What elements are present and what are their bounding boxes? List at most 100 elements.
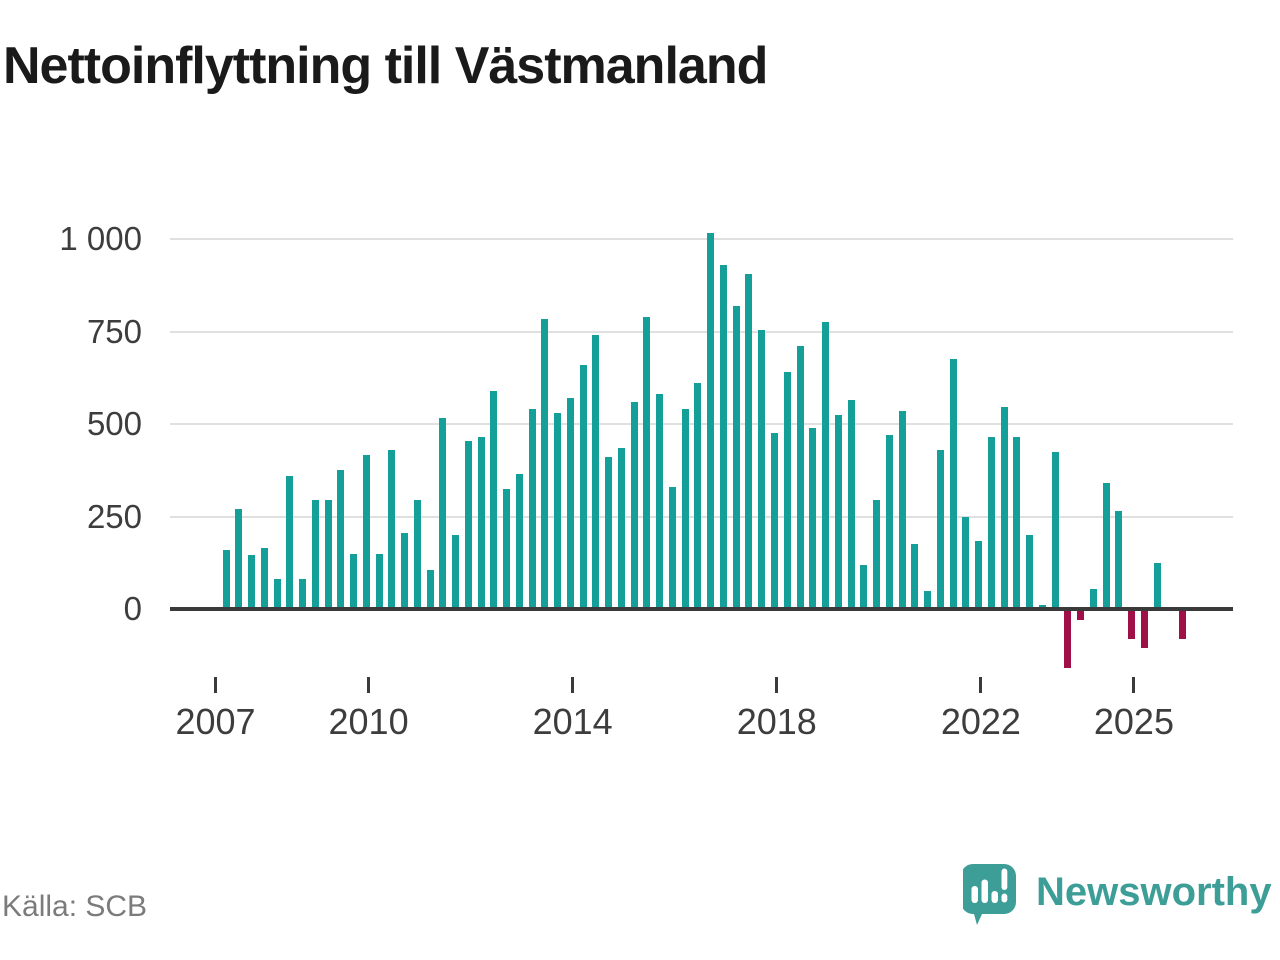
bar-2025Q1: [1140, 609, 1148, 648]
bar-2022Q3: [1013, 436, 1021, 609]
bar-2016Q4: [719, 264, 727, 609]
gridline-500: [170, 423, 1233, 425]
x-axis-label-2014: 2014: [532, 701, 613, 742]
bar-2023Q2: [1051, 451, 1059, 609]
bar-2014Q1: [579, 364, 587, 609]
bar-2013Q4: [566, 398, 574, 609]
bar-2012Q2: [490, 390, 498, 609]
bar-2023Q4: [1077, 609, 1085, 621]
bar-2022Q4: [1026, 535, 1034, 609]
x-axis-label-2025: 2025: [1093, 701, 1174, 742]
bar-2016Q3: [707, 233, 715, 609]
bar-2023Q3: [1064, 609, 1072, 669]
bar-2013Q3: [554, 412, 562, 609]
bar-2016Q2: [694, 383, 702, 609]
x-tick-2018: [775, 677, 779, 693]
bar-2024Q1: [1089, 588, 1097, 609]
bar-2020Q4: [924, 590, 932, 609]
bar-2012Q1: [477, 436, 485, 609]
x-axis-label-2010: 2010: [328, 701, 409, 742]
bar-2007Q4: [260, 547, 268, 609]
bar-2020Q1: [885, 435, 893, 609]
brand-name: Newsworthy: [1036, 870, 1272, 914]
bar-2018Q3: [809, 427, 817, 609]
bar-2021Q3: [962, 516, 970, 609]
x-axis-label-2022: 2022: [940, 701, 1021, 742]
bar-2019Q3: [860, 564, 868, 609]
bar-2014Q2: [592, 335, 600, 609]
y-axis-label-500: 500: [86, 405, 142, 442]
bar-2025Q4: [1179, 609, 1187, 639]
bar-2011Q3: [452, 535, 460, 609]
bar-2010Q4: [413, 499, 421, 609]
x-tick-2010: [367, 677, 371, 693]
bar-2021Q4: [975, 540, 983, 609]
bar-2019Q2: [847, 399, 855, 609]
bar-2008Q2: [286, 475, 294, 609]
bar-2017Q4: [771, 433, 778, 609]
bar-2007Q2: [235, 509, 243, 609]
bar-2011Q1: [426, 570, 434, 609]
bar-2017Q2: [745, 274, 753, 609]
newsworthy-bubble-icon: [963, 864, 1016, 925]
bar-2014Q3: [605, 457, 613, 609]
x-tick-2014: [571, 677, 575, 693]
y-axis-label-1000: 1 000: [59, 220, 142, 257]
gridline-750: [170, 330, 1233, 333]
bar-2022Q1: [987, 436, 995, 609]
bar-2020Q2: [898, 411, 906, 609]
bar-2009Q2: [337, 470, 345, 609]
bar-2021Q1: [936, 449, 944, 609]
bar-2024Q3: [1115, 510, 1123, 609]
bar-2007Q1: [222, 549, 230, 609]
bar-2013Q2: [541, 318, 549, 609]
bar-2019Q4: [873, 499, 881, 609]
gridline-250: [170, 515, 1233, 518]
bar-2021Q2: [949, 359, 957, 609]
bar-2015Q2: [643, 316, 651, 609]
bar-2019Q1: [834, 414, 842, 609]
x-tick-2022: [979, 677, 983, 693]
bar-2018Q2: [796, 346, 804, 609]
bar-2016Q1: [681, 409, 689, 609]
bar-2009Q1: [324, 499, 332, 609]
bar-2015Q3: [656, 394, 664, 609]
bar-2011Q4: [464, 440, 472, 609]
x-axis-label-2018: 2018: [736, 701, 817, 742]
bar-2025Q2: [1153, 562, 1161, 609]
bar-2020Q3: [911, 544, 919, 609]
x-tick-2007: [214, 677, 217, 693]
bar-2009Q3: [350, 553, 358, 609]
bar-2022Q2: [1000, 407, 1008, 609]
newsworthy-logo: Newsworthy: [963, 864, 1272, 925]
bar-2014Q4: [617, 448, 625, 609]
x-axis-line: [170, 607, 1233, 611]
bar-2015Q1: [630, 401, 638, 609]
bar-2024Q2: [1102, 483, 1110, 609]
bar-2010Q1: [375, 553, 383, 609]
bar-2008Q3: [299, 579, 307, 609]
bar-2015Q4: [668, 486, 676, 609]
bar-2012Q3: [503, 488, 511, 609]
bar-2008Q4: [311, 499, 319, 609]
bar-2010Q2: [388, 449, 396, 609]
source-label: Källa: SCB: [2, 890, 148, 923]
bar-2024Q4: [1128, 609, 1136, 639]
y-axis-label-0: 0: [123, 590, 142, 627]
bar-2007Q3: [248, 555, 255, 609]
bar-2012Q4: [515, 473, 523, 609]
page-title: Nettoinflyttning till Västmanland: [3, 37, 768, 95]
bar-2010Q3: [401, 533, 409, 609]
bar-2017Q3: [758, 329, 766, 609]
bar-2009Q4: [362, 455, 370, 609]
gridline-1000: [170, 238, 1233, 240]
bar-2017Q1: [732, 305, 740, 609]
bar-2018Q1: [783, 372, 791, 609]
x-axis-label-2007: 2007: [175, 701, 256, 742]
y-axis-label-750: 750: [86, 312, 142, 350]
bar-2013Q1: [528, 409, 536, 609]
bar-2018Q4: [822, 322, 830, 609]
bar-2008Q1: [273, 579, 281, 609]
bar-2011Q2: [439, 418, 447, 609]
